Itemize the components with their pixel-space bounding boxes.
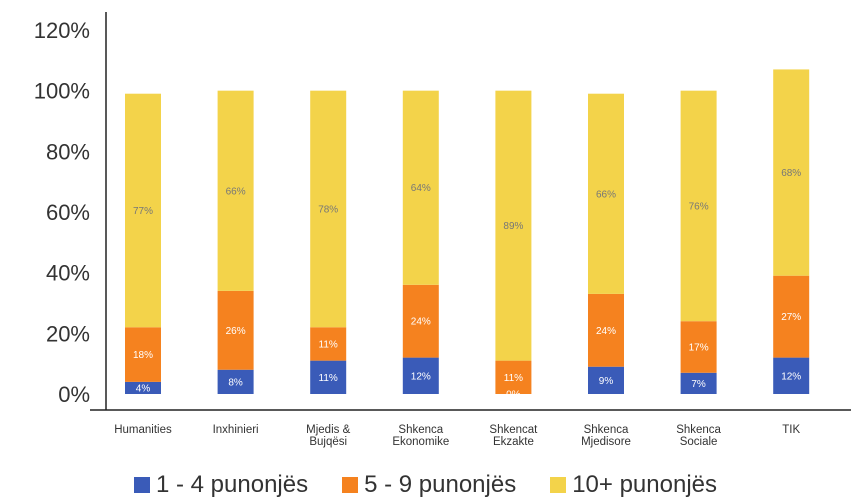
bar-segment	[402, 284, 439, 358]
y-tick-labels: 0% 20% 40% 60% 80% 100% 120%	[34, 18, 90, 407]
data-label: 12%	[411, 371, 431, 382]
data-label: 76%	[689, 201, 709, 212]
bar-segment	[217, 90, 254, 291]
data-label: 18%	[133, 350, 153, 361]
data-label: 24%	[411, 317, 431, 328]
y-tick-label: 20%	[46, 321, 90, 346]
bar-segment	[310, 360, 347, 394]
data-label: 17%	[689, 342, 709, 353]
bar-segment	[125, 93, 161, 328]
y-tick-label: 120%	[34, 18, 90, 43]
legend-item-5-9: 5 - 9 punonjës	[342, 471, 516, 499]
data-label: 68%	[781, 168, 801, 179]
bar-segment	[495, 360, 532, 394]
bar-segment	[125, 327, 161, 382]
x-tick-label: Shkenca Sociale	[676, 424, 721, 448]
data-label: 4%	[136, 383, 151, 394]
legend-item-1-4: 1 - 4 punonjës	[133, 471, 309, 499]
data-label: 7%	[691, 379, 706, 390]
bar-segment	[773, 275, 810, 358]
bar-segment	[680, 90, 717, 322]
legend-swatch-10-plus	[550, 477, 567, 493]
legend-label-1-4: 1 - 4 punonjës	[155, 471, 309, 498]
legend: 1 - 4 punonjës 5 - 9 punonjës 10+ punonj…	[0, 470, 851, 500]
bar-segment	[773, 69, 810, 276]
bar-segment	[402, 357, 439, 394]
bar-segment	[217, 290, 254, 370]
y-tick-label: 80%	[46, 139, 90, 164]
data-label: 66%	[226, 186, 246, 197]
bars	[125, 69, 810, 394]
bar-segment	[680, 321, 717, 373]
bar-segment	[125, 381, 161, 394]
y-tick-label: 40%	[46, 261, 90, 286]
x-tick-label: Shkenca Ekonomike	[392, 424, 449, 448]
y-tick-label: 100%	[34, 79, 90, 104]
data-label: 12%	[781, 371, 801, 382]
bar-segment	[217, 369, 254, 394]
legend-label-5-9: 5 - 9 punonjës	[364, 471, 517, 498]
data-label: 11%	[319, 339, 338, 350]
legend-label-10-plus: 10+ punonjës	[572, 471, 717, 498]
bar-segment	[588, 366, 624, 394]
data-label: 77%	[133, 206, 153, 217]
data-label: 9%	[599, 376, 614, 387]
data-label: 24%	[596, 326, 616, 337]
data-label: 27%	[781, 312, 801, 323]
bar-segment	[680, 372, 717, 394]
y-tick-label: 60%	[46, 200, 90, 225]
bar-segment	[588, 93, 624, 294]
data-label: 26%	[226, 326, 246, 337]
x-tick-label: Humanities	[114, 424, 172, 436]
y-tick-label: 0%	[58, 382, 90, 407]
data-label: 11%	[319, 373, 338, 384]
bar-segment	[588, 293, 624, 367]
data-label: 89%	[503, 221, 523, 232]
x-tick-label: TIK	[782, 424, 800, 436]
bar-segment	[310, 327, 347, 361]
legend-item-10-plus: 10+ punonjës	[550, 471, 717, 499]
bar-segment	[495, 90, 532, 361]
data-label: 0%	[506, 390, 521, 401]
data-label: 66%	[596, 189, 616, 200]
data-label: 8%	[228, 377, 243, 388]
x-tick-label: Inxhinieri	[213, 424, 259, 436]
bar-segment	[310, 90, 347, 328]
x-tick-label: Shkencat Ekzakte	[489, 424, 538, 448]
legend-swatch-1-4	[133, 477, 150, 493]
bar-segment	[402, 90, 439, 285]
data-label: 64%	[411, 183, 431, 194]
data-labels: 4% 18% 77% 8% 26% 66% 11% 11% 78% 12% 24% 64% 0% 11% 8…	[133, 168, 801, 400]
stacked-bar-chart: 0% 20% 40% 60% 80% 100% 120% 4% 18% 77% 8% 26% 66% 1…	[34, 12, 851, 448]
legend-swatch-5-9	[342, 477, 359, 493]
data-label: 78%	[318, 204, 338, 215]
bar-segment	[773, 357, 810, 394]
x-tick-label: Shkenca Mjedisore	[581, 424, 631, 448]
x-tick-labels: Humanities Inxhinieri Mjedis & Bujqësi Shken…	[114, 424, 800, 448]
data-label: 11%	[504, 373, 523, 384]
x-tick-label: Mjedis & Bujqësi	[306, 424, 350, 448]
